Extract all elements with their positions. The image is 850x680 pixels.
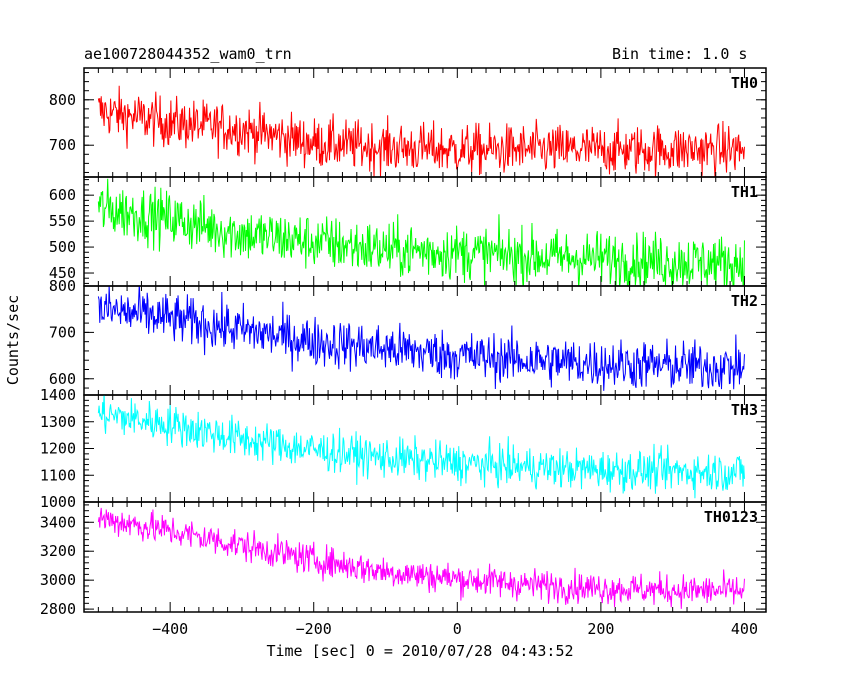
y-tick-label: 600 <box>49 370 76 388</box>
x-tick-label: −400 <box>152 620 188 638</box>
series-th0123 <box>97 507 745 609</box>
panel-frame <box>83 394 767 503</box>
series-th2 <box>97 286 745 391</box>
y-tick-label: 1100 <box>40 466 76 484</box>
panel-label: TH0123 <box>704 508 758 526</box>
y-tick-label: 700 <box>49 323 76 341</box>
chart-title: ae100728044352_wam0_trn <box>84 45 292 63</box>
panel-th0: 700 800 TH0 <box>49 67 767 178</box>
y-tick-label: 600 <box>49 186 76 204</box>
panel-frame <box>83 176 767 287</box>
x-axis-label: Time [sec] 0 = 2010/07/28 04:43:52 <box>266 642 573 660</box>
x-tick-label: 400 <box>731 620 758 638</box>
y-axis-label: Counts/sec <box>4 295 22 385</box>
panel-label: TH0 <box>731 74 758 92</box>
panel-th2: 600 700 800 TH2 <box>49 277 767 396</box>
bin-time-label: Bin time: 1.0 s <box>612 45 748 63</box>
y-tick-label: 500 <box>49 238 76 256</box>
y-tick-label: 450 <box>49 264 76 282</box>
y-tick-label: 3400 <box>40 513 76 531</box>
panel-th1: 450 500 550 600 TH1 <box>49 176 767 287</box>
panel-label: TH3 <box>731 401 758 419</box>
series-th1 <box>97 178 745 286</box>
y-tick-label: 1200 <box>40 440 76 458</box>
y-tick-label: 800 <box>49 91 76 109</box>
y-tick-label: 1000 <box>40 493 76 511</box>
x-tick-label: 200 <box>587 620 614 638</box>
series-th3 <box>97 395 745 499</box>
y-tick-label: 3000 <box>40 571 76 589</box>
y-tick-label: 1300 <box>40 413 76 431</box>
series-th0 <box>97 85 745 177</box>
panel-th0123: 2800 3000 3200 3400 TH0123 <box>40 501 767 618</box>
y-tick-label: 800 <box>49 277 76 295</box>
x-tick-label: 0 <box>453 620 462 638</box>
y-tick-label: 550 <box>49 212 76 230</box>
y-tick-label: 700 <box>49 136 76 154</box>
panel-label: TH1 <box>731 183 758 201</box>
panel-frame <box>83 285 767 396</box>
x-tick-label: −200 <box>296 620 332 638</box>
y-tick-label: 1400 <box>40 386 76 404</box>
panel-th3: 1000 1100 1200 1300 1400 TH3 <box>40 386 767 511</box>
y-tick-label: 2800 <box>40 600 76 618</box>
panel-label: TH2 <box>731 292 758 310</box>
y-tick-label: 3200 <box>40 542 76 560</box>
